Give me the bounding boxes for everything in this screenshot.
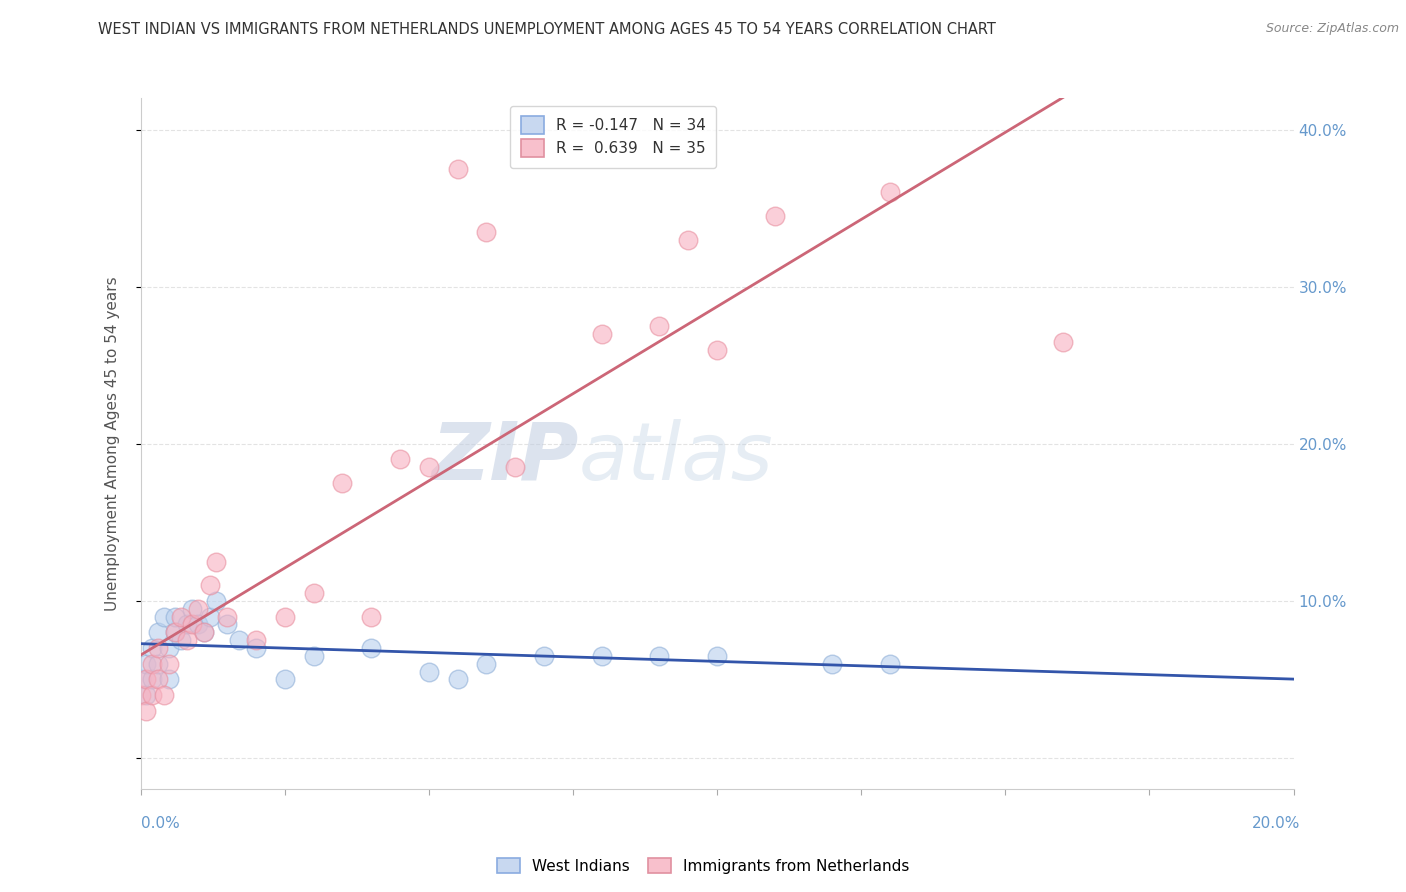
- Point: [418, 665, 440, 679]
- Point: [706, 343, 728, 357]
- Point: [302, 586, 325, 600]
- Point: [176, 617, 198, 632]
- Point: [678, 233, 700, 247]
- Point: [475, 657, 498, 671]
- Point: [135, 688, 157, 702]
- Point: [447, 673, 470, 687]
- Point: [146, 625, 169, 640]
- Point: [204, 555, 226, 569]
- Point: [591, 326, 613, 341]
- Point: [159, 673, 180, 687]
- Point: [821, 657, 844, 671]
- Point: [193, 625, 215, 640]
- Point: [141, 688, 163, 702]
- Point: [141, 640, 163, 655]
- Point: [204, 594, 226, 608]
- Point: [648, 318, 671, 333]
- Point: [176, 633, 198, 648]
- Point: [129, 673, 152, 687]
- Point: [648, 648, 671, 663]
- Point: [193, 625, 215, 640]
- Point: [152, 688, 174, 702]
- Point: [245, 633, 267, 648]
- Point: [198, 609, 221, 624]
- Point: [418, 460, 440, 475]
- Point: [274, 673, 297, 687]
- Point: [181, 617, 204, 632]
- Point: [475, 225, 498, 239]
- Text: 20.0%: 20.0%: [1253, 816, 1301, 831]
- Point: [159, 640, 180, 655]
- Point: [763, 209, 786, 223]
- Point: [170, 609, 193, 624]
- Point: [245, 640, 267, 655]
- Point: [879, 657, 901, 671]
- Point: [533, 648, 555, 663]
- Point: [187, 617, 209, 632]
- Point: [146, 657, 169, 671]
- Point: [388, 452, 411, 467]
- Text: ZIP: ZIP: [432, 418, 579, 497]
- Point: [170, 633, 193, 648]
- Point: [360, 640, 382, 655]
- Point: [146, 673, 169, 687]
- Text: Source: ZipAtlas.com: Source: ZipAtlas.com: [1265, 22, 1399, 36]
- Point: [332, 476, 354, 491]
- Point: [198, 578, 221, 592]
- Point: [1052, 334, 1074, 349]
- Point: [447, 161, 470, 176]
- Point: [135, 704, 157, 718]
- Point: [181, 601, 204, 615]
- Point: [135, 673, 157, 687]
- Text: WEST INDIAN VS IMMIGRANTS FROM NETHERLANDS UNEMPLOYMENT AMONG AGES 45 TO 54 YEAR: WEST INDIAN VS IMMIGRANTS FROM NETHERLAN…: [98, 22, 997, 37]
- Point: [165, 625, 187, 640]
- Point: [159, 657, 180, 671]
- Legend: West Indians, Immigrants from Netherlands: West Indians, Immigrants from Netherland…: [491, 852, 915, 880]
- Point: [165, 625, 187, 640]
- Legend: R = -0.147   N = 34, R =  0.639   N = 35: R = -0.147 N = 34, R = 0.639 N = 35: [510, 106, 717, 168]
- Point: [503, 460, 526, 475]
- Point: [135, 657, 157, 671]
- Text: atlas: atlas: [579, 418, 773, 497]
- Point: [165, 609, 187, 624]
- Point: [141, 657, 163, 671]
- Point: [152, 609, 174, 624]
- Point: [187, 601, 209, 615]
- Point: [302, 648, 325, 663]
- Text: 0.0%: 0.0%: [141, 816, 180, 831]
- Y-axis label: Unemployment Among Ages 45 to 54 years: Unemployment Among Ages 45 to 54 years: [105, 277, 120, 611]
- Point: [591, 648, 613, 663]
- Point: [360, 609, 382, 624]
- Point: [129, 688, 152, 702]
- Point: [217, 617, 239, 632]
- Point: [146, 640, 169, 655]
- Point: [706, 648, 728, 663]
- Point: [228, 633, 250, 648]
- Point: [217, 609, 239, 624]
- Point: [274, 609, 297, 624]
- Point: [879, 186, 901, 200]
- Point: [141, 673, 163, 687]
